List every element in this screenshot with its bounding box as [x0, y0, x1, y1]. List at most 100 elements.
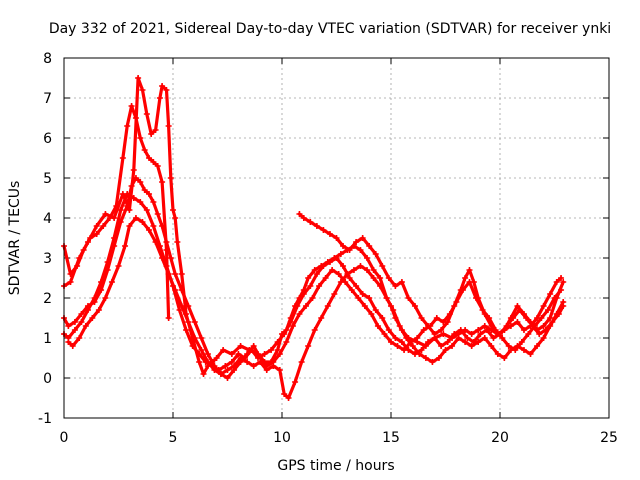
data-point	[392, 335, 399, 341]
data-point	[392, 283, 399, 289]
data-point	[191, 335, 198, 341]
data-point	[287, 319, 294, 325]
data-point	[71, 319, 78, 325]
data-point	[198, 347, 205, 353]
data-point	[165, 315, 172, 321]
data-point	[547, 291, 554, 297]
data-point	[364, 255, 371, 261]
data-point	[444, 339, 451, 345]
data-point	[379, 263, 386, 269]
data-point	[337, 251, 344, 257]
y-tick-label: 7	[43, 91, 52, 107]
data-point	[170, 207, 176, 213]
data-point	[405, 295, 412, 301]
data-point	[379, 315, 386, 321]
data-point	[418, 347, 425, 353]
data-point	[324, 303, 331, 309]
data-point	[289, 323, 296, 329]
data-point	[435, 355, 442, 361]
data-point	[514, 303, 521, 309]
data-point	[438, 343, 445, 349]
data-point	[344, 271, 351, 277]
data-point	[466, 267, 473, 273]
data-point	[178, 303, 185, 309]
data-point	[292, 379, 299, 385]
data-point	[237, 355, 244, 361]
data-point	[244, 351, 251, 357]
data-point	[141, 187, 148, 193]
data-point	[553, 279, 560, 285]
y-tick-label: 5	[43, 171, 52, 187]
data-point	[527, 319, 534, 325]
data-point	[420, 327, 427, 333]
data-point	[250, 343, 257, 349]
data-point	[309, 295, 316, 301]
data-point	[185, 303, 192, 309]
data-point	[538, 315, 545, 321]
data-point	[281, 391, 288, 397]
data-point	[316, 283, 323, 289]
data-point	[78, 319, 85, 325]
data-point	[165, 123, 172, 129]
data-point	[451, 331, 458, 337]
data-point	[172, 215, 179, 221]
data-point	[78, 311, 85, 317]
data-point	[283, 339, 290, 345]
data-point	[501, 355, 508, 361]
data-point	[143, 207, 150, 213]
data-point	[139, 87, 146, 93]
data-point	[159, 255, 166, 261]
data-point	[285, 395, 292, 401]
data-point	[176, 307, 183, 313]
y-axis-label: SDTVAR / TECUs	[7, 181, 23, 296]
data-point	[481, 311, 488, 317]
data-point	[311, 267, 318, 273]
data-point	[108, 279, 115, 285]
data-point	[527, 351, 534, 357]
data-point	[305, 275, 312, 281]
data-point	[257, 359, 264, 365]
data-point	[130, 167, 137, 173]
data-point	[520, 311, 527, 317]
y-tick-label: -1	[38, 411, 52, 427]
data-point	[403, 335, 410, 341]
data-point	[98, 287, 105, 293]
series-group	[61, 75, 567, 401]
data-point	[217, 371, 224, 377]
data-point	[119, 155, 126, 161]
data-point	[462, 339, 469, 345]
data-point	[540, 303, 547, 309]
data-point	[228, 351, 235, 357]
data-point	[296, 311, 303, 317]
data-point	[320, 227, 327, 233]
data-point	[146, 227, 153, 233]
data-point	[132, 175, 139, 181]
data-point	[536, 331, 543, 337]
data-point	[475, 339, 482, 345]
data-point	[385, 275, 392, 281]
data-point	[383, 295, 390, 301]
data-point	[540, 323, 547, 329]
data-point	[483, 327, 490, 333]
data-point	[390, 307, 397, 313]
data-point	[438, 327, 445, 333]
data-point	[117, 207, 124, 213]
data-point	[331, 291, 338, 297]
data-point	[377, 275, 384, 281]
data-point	[396, 323, 403, 329]
data-point	[320, 263, 327, 269]
data-point	[411, 303, 418, 309]
y-tick-label: 2	[43, 291, 52, 307]
data-point	[544, 307, 551, 313]
data-point	[547, 323, 554, 329]
data-point	[346, 275, 353, 281]
data-point	[394, 343, 401, 349]
data-point	[372, 251, 379, 257]
data-point	[398, 339, 405, 345]
data-point	[300, 291, 307, 297]
data-point	[102, 295, 109, 301]
data-point	[93, 223, 100, 229]
data-point	[490, 335, 497, 341]
data-point	[137, 179, 144, 185]
data-point	[163, 87, 170, 93]
